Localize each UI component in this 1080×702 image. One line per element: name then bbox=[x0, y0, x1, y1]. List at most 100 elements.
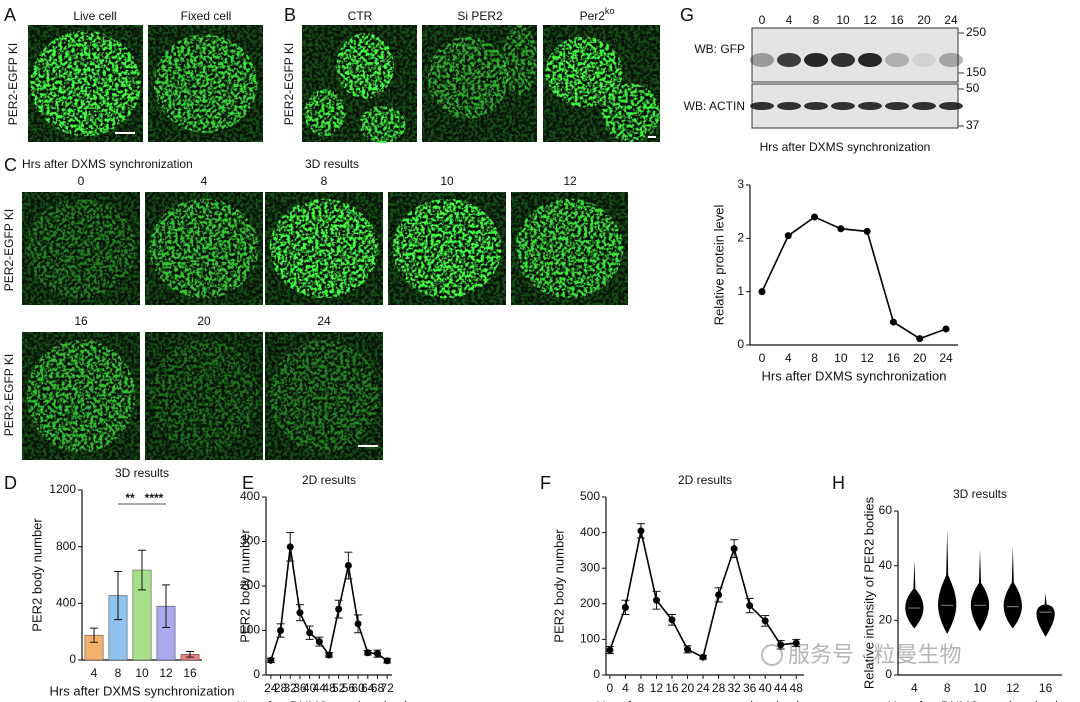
x-tick-label: 4 bbox=[622, 681, 629, 695]
image-label: Live cell bbox=[73, 9, 116, 23]
timepoint: 24 bbox=[317, 314, 331, 328]
point bbox=[889, 318, 897, 326]
blot-marker: 50 bbox=[966, 81, 980, 95]
lane-label: 24 bbox=[944, 13, 958, 27]
y-axis-label: Relative intensity of PER2 bodies bbox=[861, 496, 876, 689]
y-axis-label: PER2 body number bbox=[29, 518, 44, 632]
lane-label: 10 bbox=[836, 13, 850, 27]
x-tick-label: 10 bbox=[834, 351, 848, 365]
band bbox=[831, 53, 855, 67]
x-tick-label: 24 bbox=[696, 681, 710, 695]
sig-label: **** bbox=[145, 491, 164, 505]
point bbox=[637, 527, 645, 535]
y-axis-label: PER2 body number bbox=[237, 529, 252, 643]
point bbox=[325, 651, 333, 659]
violin bbox=[970, 549, 990, 632]
x-tick-label: 16 bbox=[1039, 681, 1053, 695]
point bbox=[746, 602, 754, 610]
x-tick-label: 8 bbox=[115, 666, 122, 680]
point bbox=[383, 657, 391, 665]
timepoint: 12 bbox=[563, 174, 577, 188]
y-tick-label: 40 bbox=[879, 558, 893, 572]
x-tick-label: 20 bbox=[681, 681, 695, 695]
point bbox=[784, 232, 792, 240]
panel-label: D bbox=[4, 473, 17, 493]
x-tick-label: 56 bbox=[342, 681, 356, 695]
violin bbox=[938, 530, 957, 634]
panel-label: B bbox=[284, 5, 296, 25]
timepoint: 20 bbox=[197, 314, 211, 328]
y-tick-label: 0 bbox=[885, 667, 892, 681]
x-tick-label: 60 bbox=[351, 681, 365, 695]
band bbox=[858, 53, 882, 67]
band bbox=[912, 102, 936, 110]
x-tick-label: 8 bbox=[638, 681, 645, 695]
image-label: Per2ko bbox=[580, 6, 615, 23]
x-tick-label: 4 bbox=[91, 666, 98, 680]
timepoint: 8 bbox=[321, 174, 328, 188]
y-tick-label: 1200 bbox=[49, 482, 76, 496]
cell bbox=[26, 339, 136, 453]
y-axis-label: Relative protein level bbox=[711, 205, 726, 326]
watermark-logo bbox=[761, 644, 783, 666]
chart-title: 2D results bbox=[302, 473, 356, 487]
cell bbox=[502, 25, 537, 96]
panel-label: E bbox=[242, 473, 254, 493]
x-axis-label: Hrs after DXMS synchronization bbox=[888, 698, 1073, 702]
point bbox=[354, 620, 362, 628]
chart-title: 3D results bbox=[115, 466, 169, 480]
panel-label: H bbox=[832, 473, 845, 493]
timepoint: 0 bbox=[78, 174, 85, 188]
y-tick-label: 0 bbox=[737, 337, 744, 351]
point bbox=[777, 641, 785, 649]
x-axis-label: Hrs after DXMS synchronization bbox=[762, 368, 947, 383]
point bbox=[916, 335, 924, 343]
y-tick-label: 100 bbox=[240, 623, 260, 637]
y-tick-label: 60 bbox=[879, 503, 893, 517]
x-tick-label: 10 bbox=[973, 681, 987, 695]
band bbox=[804, 53, 828, 67]
chart-title: 3D results bbox=[953, 487, 1007, 501]
point bbox=[277, 627, 285, 634]
lane-label: 0 bbox=[759, 13, 766, 27]
ko-label: Per2 bbox=[580, 9, 606, 23]
cell bbox=[392, 198, 502, 299]
cell bbox=[30, 30, 141, 137]
blot-marker: 37 bbox=[966, 118, 980, 132]
x-tick-label: 72 bbox=[380, 681, 394, 695]
cell bbox=[427, 36, 509, 119]
x-tick-label: 36 bbox=[743, 681, 757, 695]
x-tick-label: 12 bbox=[159, 666, 173, 680]
point bbox=[668, 616, 676, 624]
y-tick-label: 0 bbox=[69, 652, 76, 666]
cell bbox=[269, 339, 379, 453]
x-tick-label: 68 bbox=[371, 681, 385, 695]
watermark: 服务号 · 粒曼生物 bbox=[788, 642, 962, 667]
x-tick-label: 36 bbox=[293, 681, 307, 695]
x-tick-label: 10 bbox=[135, 666, 149, 680]
y-tick-label: 400 bbox=[240, 489, 260, 503]
point bbox=[684, 645, 692, 653]
image-ylabel: PER2-EGFP KI bbox=[2, 209, 16, 291]
y-tick-label: 300 bbox=[580, 560, 600, 574]
point bbox=[730, 545, 738, 553]
caption: Hrs after DXMS synchronization bbox=[22, 157, 193, 171]
image-ylabel: PER2-EGFP KI bbox=[6, 43, 20, 125]
blot-marker: 250 bbox=[966, 25, 986, 39]
timepoint: 10 bbox=[440, 174, 454, 188]
cell bbox=[359, 105, 406, 144]
x-tick-label: 0 bbox=[607, 681, 614, 695]
cell bbox=[545, 36, 623, 107]
cell bbox=[336, 33, 394, 99]
cell bbox=[304, 89, 346, 137]
x-axis-label: Hrs after DXMS synchronization bbox=[50, 683, 235, 698]
x-tick-label: 40 bbox=[303, 681, 317, 695]
violin bbox=[1003, 546, 1022, 629]
point bbox=[761, 617, 769, 625]
y-tick-label: 1 bbox=[737, 284, 744, 298]
y-tick-label: 800 bbox=[56, 539, 76, 553]
y-tick-label: 400 bbox=[56, 596, 76, 610]
point bbox=[364, 649, 372, 657]
x-tick-label: 44 bbox=[774, 681, 788, 695]
